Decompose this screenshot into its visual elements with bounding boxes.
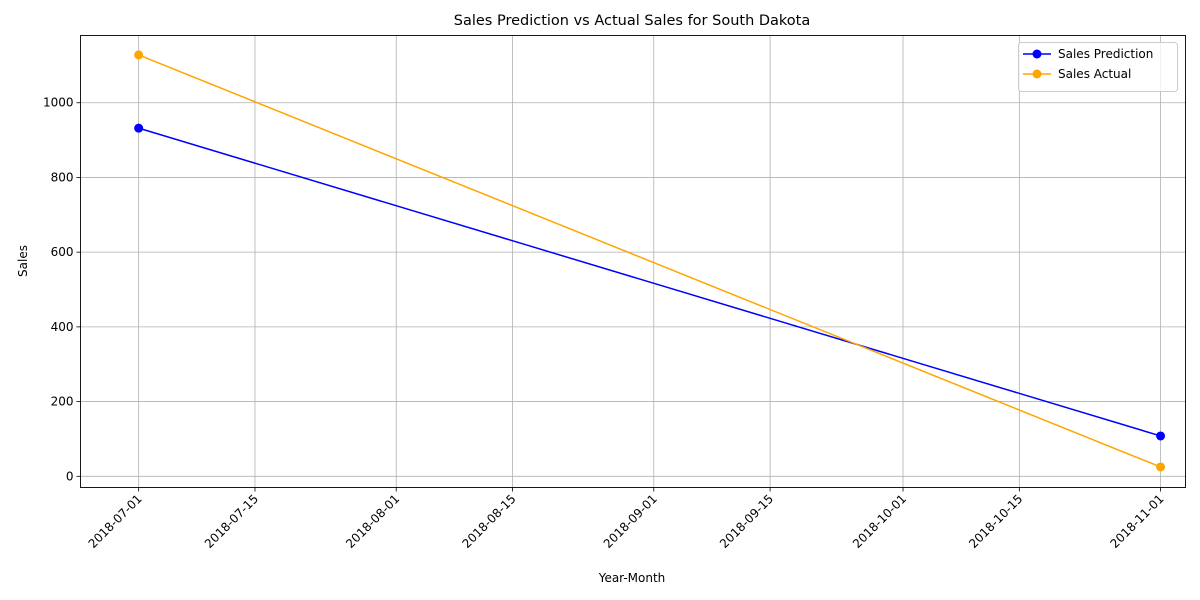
y-axis-label: Sales [16, 245, 30, 277]
legend: Sales Prediction Sales Actual [1018, 42, 1178, 92]
x-axis-ticks: 2018-07-01 2018-07-15 2018-08-01 2018-08-15… [86, 487, 1167, 551]
legend-box [1018, 42, 1178, 92]
legend-label: Sales Actual [1058, 67, 1131, 81]
data-point [1156, 431, 1166, 441]
x-tick-label: 2018-09-15 [717, 492, 776, 551]
x-tick-label: 2018-07-01 [86, 492, 145, 551]
x-tick-label: 2018-07-15 [202, 492, 261, 551]
x-tick-label: 2018-08-15 [459, 492, 518, 551]
y-tick-label: 0 [66, 469, 74, 483]
y-tick-label: 600 [51, 245, 74, 259]
grid [80, 35, 1186, 488]
series-sales-prediction [134, 123, 1166, 441]
x-tick-label: 2018-08-01 [343, 492, 402, 551]
x-tick-label: 2018-10-15 [966, 492, 1025, 551]
y-tick-label: 1000 [43, 96, 74, 110]
y-tick-label: 400 [51, 320, 74, 334]
data-point [134, 50, 144, 60]
legend-label: Sales Prediction [1058, 47, 1153, 61]
data-point [1156, 462, 1166, 472]
series-layer [134, 50, 1166, 472]
series-line [138, 127, 1161, 437]
y-axis-ticks: 0 200 400 600 800 1000 [43, 96, 81, 483]
x-tick-label: 2018-11-01 [1107, 492, 1166, 551]
series-line [138, 54, 1161, 468]
legend-item: Sales Actual [1023, 67, 1131, 81]
x-tick-label: 2018-10-01 [850, 492, 909, 551]
legend-marker [1032, 69, 1042, 79]
y-tick-label: 800 [51, 170, 74, 184]
plot-area-frame [80, 35, 1186, 488]
series-sales-actual [134, 50, 1166, 472]
x-axis-label: Year-Month [598, 571, 666, 585]
data-point [134, 123, 144, 133]
legend-item: Sales Prediction [1023, 47, 1153, 61]
x-tick-label: 2018-09-01 [601, 492, 660, 551]
chart-title: Sales Prediction vs Actual Sales for Sou… [454, 13, 811, 29]
legend-marker [1032, 49, 1042, 59]
y-tick-label: 200 [51, 395, 74, 409]
